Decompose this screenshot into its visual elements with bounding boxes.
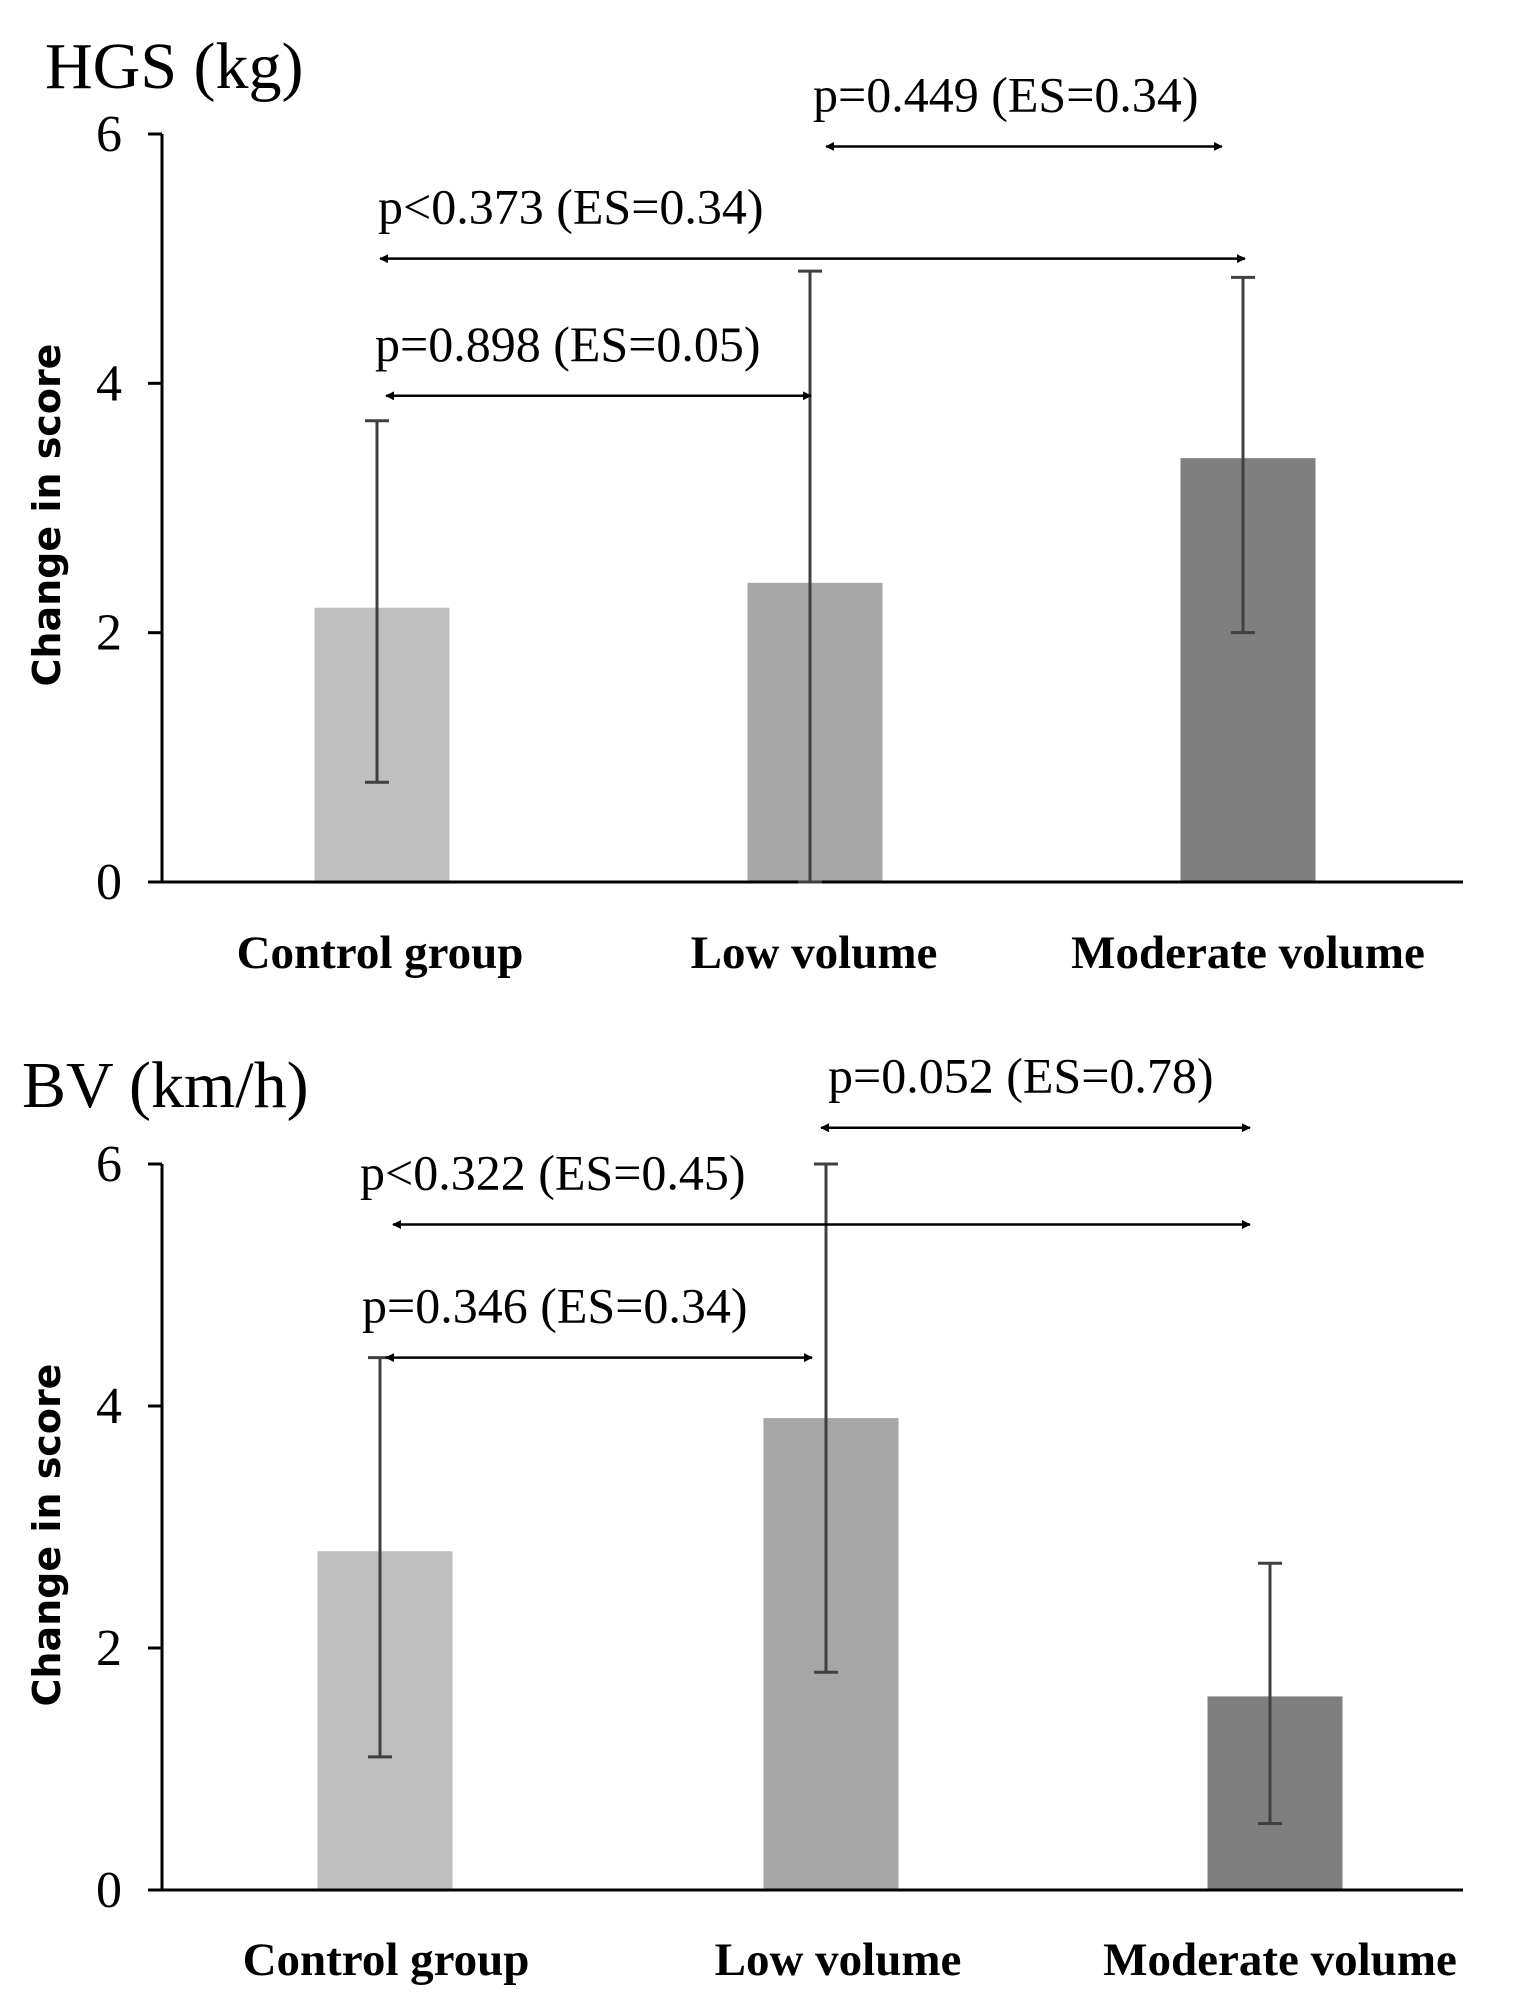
y-axis-label: Change in score	[25, 344, 69, 687]
x-tick-label: Low volume	[691, 927, 938, 979]
x-tick-label: Moderate volume	[1071, 927, 1425, 979]
x-tick-label: Control group	[243, 1934, 530, 1986]
y-tick-label: 6	[96, 1136, 122, 1193]
y-tick-label: 6	[96, 106, 122, 163]
comparison-label: p=0.052 (ES=0.78)	[828, 1048, 1214, 1104]
comparison-label: p=0.898 (ES=0.05)	[375, 316, 761, 372]
y-tick-label: 2	[96, 1620, 122, 1677]
y-tick-label: 0	[96, 854, 122, 911]
hgs-chart-panel: HGS (kg) Change in score 0 2 4 6 Control gro…	[25, 30, 1463, 979]
bar-control-group	[314, 607, 450, 882]
bv-chart-panel: BV (km/h) Change in score 0 2 4 6 Control gr…	[22, 1048, 1463, 1986]
hgs-plot-area: 0 2 4 6 Control group Low volume Moderate volu…	[96, 66, 1463, 979]
chart-title: BV (km/h)	[22, 1049, 309, 1122]
chart-title: HGS (kg)	[45, 30, 304, 103]
comparison-label: p=0.346 (ES=0.34)	[362, 1278, 748, 1334]
x-tick-label: Control group	[237, 927, 524, 979]
comparison-label: p<0.373 (ES=0.34)	[378, 179, 764, 235]
bv-plot-area: 0 2 4 6 Control group Low volume Moderate volu…	[96, 1048, 1463, 1986]
y-axis-label: Change in score	[25, 1364, 69, 1707]
y-tick-label: 4	[96, 1378, 122, 1435]
comparison-label: p<0.322 (ES=0.45)	[360, 1145, 746, 1201]
y-tick-label: 0	[96, 1862, 122, 1919]
bar-moderate-volume	[1180, 458, 1316, 882]
bar-low-volume	[747, 582, 883, 882]
y-tick-label: 2	[96, 605, 122, 662]
y-tick-label: 4	[96, 355, 122, 412]
bar-moderate-volume	[1207, 1696, 1343, 1890]
bar-control-group	[317, 1551, 453, 1890]
comparison-label: p=0.449 (ES=0.34)	[813, 66, 1199, 122]
bar-low-volume	[763, 1418, 899, 1890]
x-tick-label: Low volume	[715, 1934, 962, 1986]
x-tick-label: Moderate volume	[1103, 1934, 1457, 1986]
